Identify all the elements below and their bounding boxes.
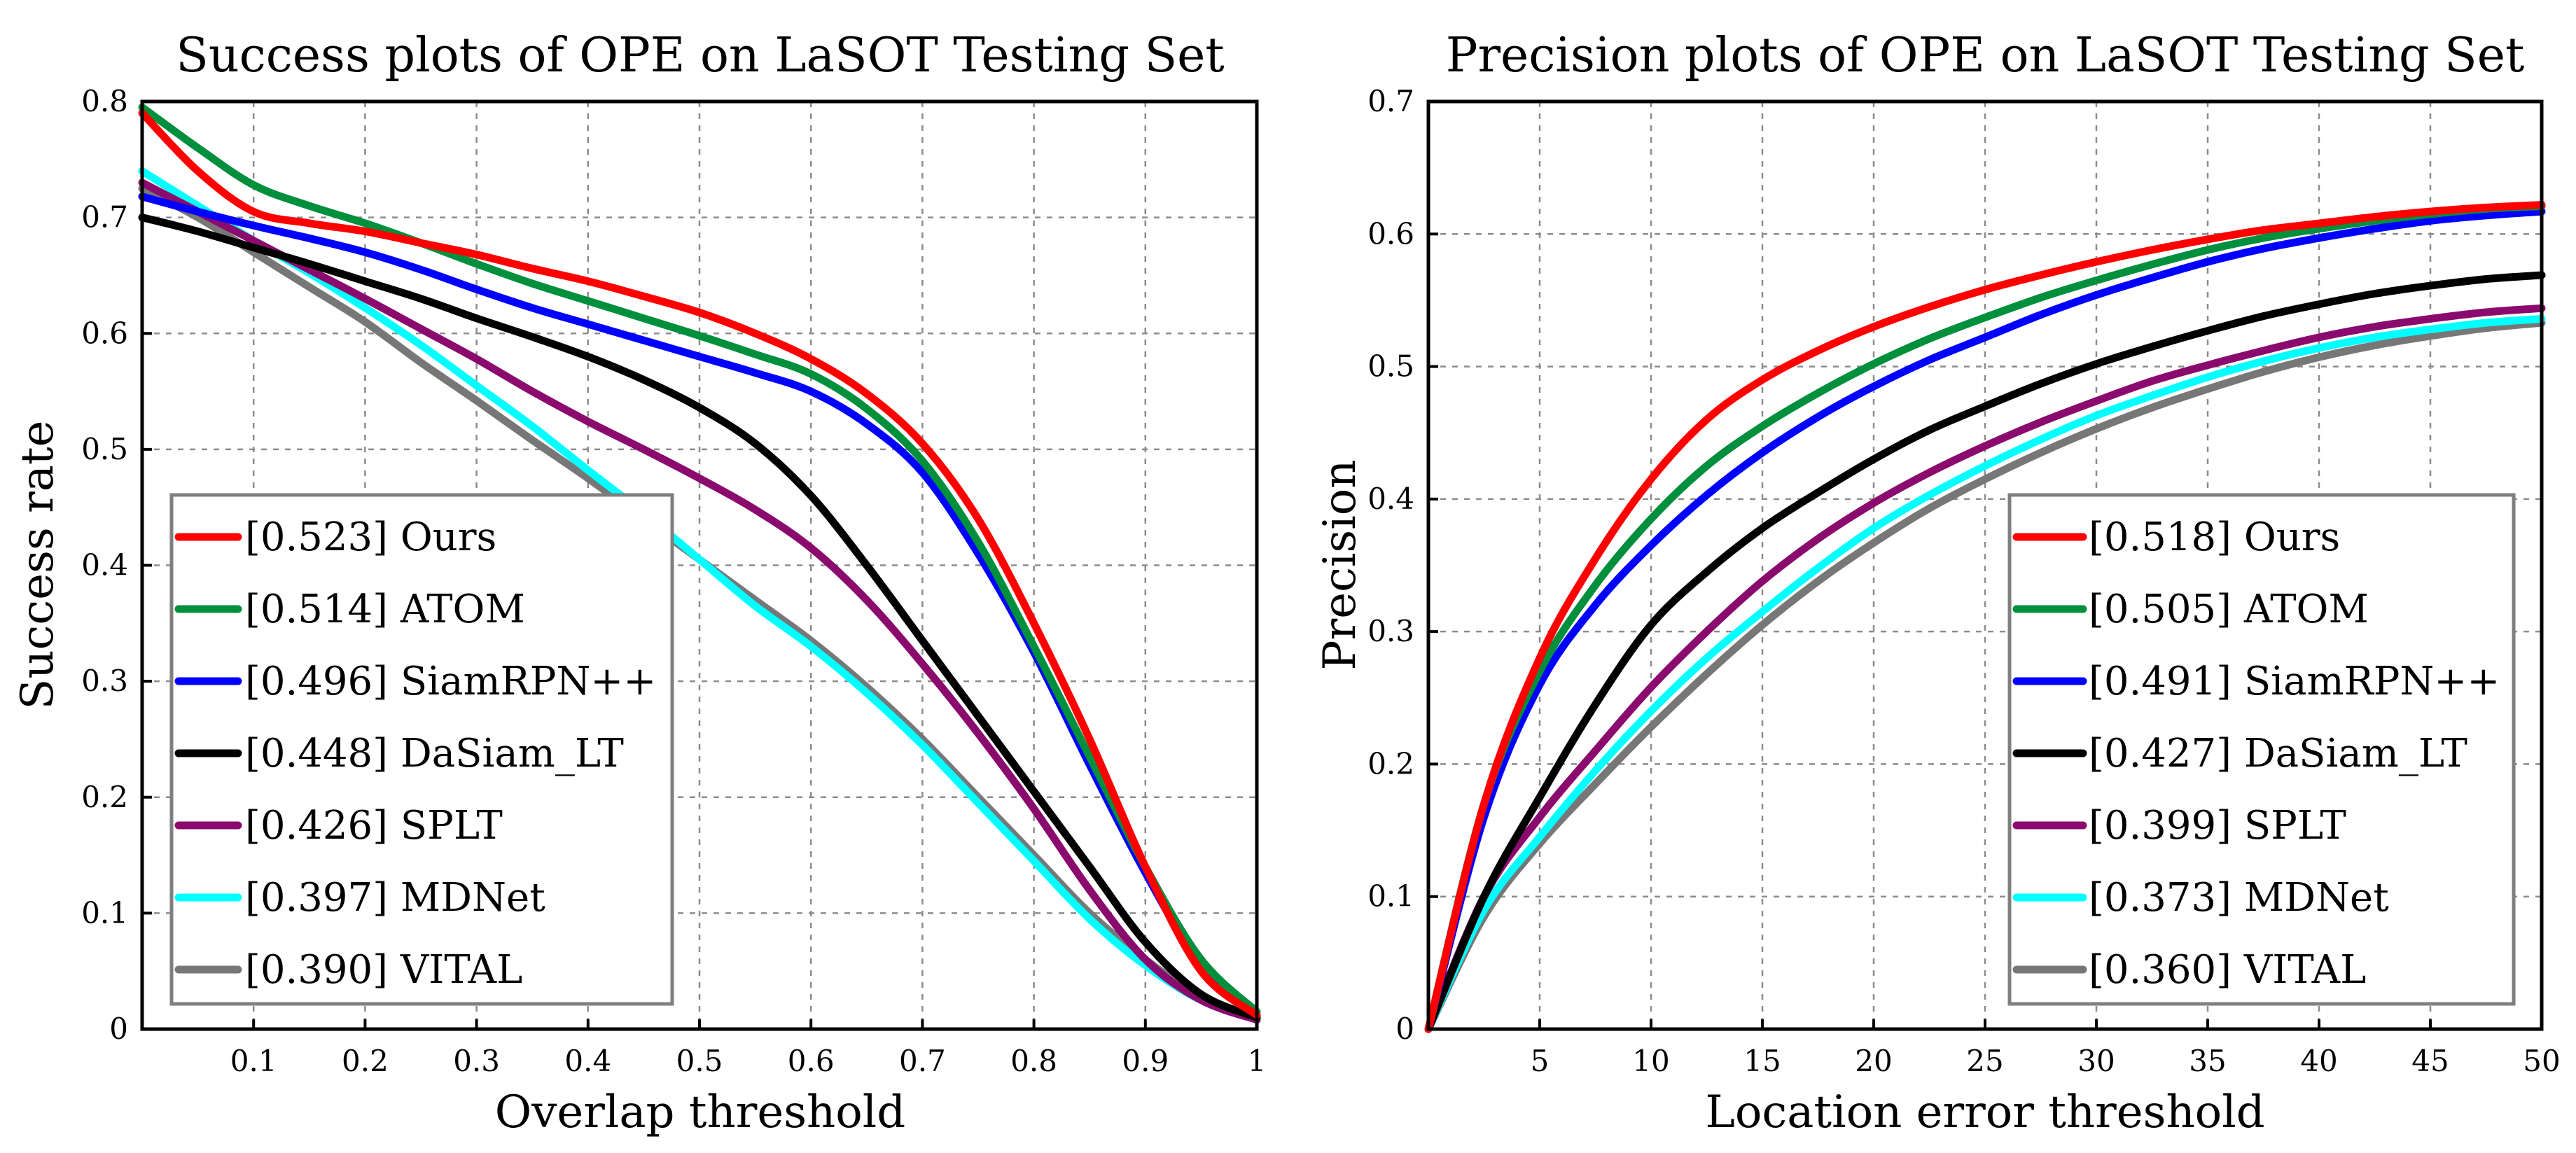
precision-plot-legend-label-mdnet: [0.373] MDNet — [2089, 875, 2389, 921]
precision-plot-y-tick-label: 0.3 — [1367, 614, 1414, 648]
precision-plot-x-tick-label: 30 — [2077, 1044, 2115, 1078]
precision-plot-x-tick-label: 25 — [1966, 1044, 2003, 1078]
precision-plot-y-tick-label: 0.6 — [1367, 216, 1414, 251]
success-plot-y-tick-label: 0.6 — [81, 316, 128, 350]
success-plot-line-mdnet — [138, 167, 1261, 1021]
precision-plot-y-tick-label: 0.2 — [1367, 746, 1414, 781]
precision-plot-legend-label-siamrpn-: [0.491] SiamRPN++ — [2089, 659, 2500, 704]
precision-plot-x-tick-label: 50 — [2523, 1044, 2560, 1078]
success-plot-x-tick-label: 0.1 — [230, 1044, 277, 1078]
success-plot-line-atom — [138, 103, 1261, 1016]
success-plot-legend-label-vital: [0.390] VITAL — [245, 947, 522, 993]
success-plot-series-lines — [138, 103, 1261, 1024]
success-plot-y-axis-label: Success rate — [12, 421, 64, 710]
success-plot-x-axis-label: Overlap threshold — [495, 1086, 905, 1138]
precision-plot-y-tick-label: 0.4 — [1367, 482, 1414, 516]
success-plot-x-tick-label: 0.2 — [342, 1044, 389, 1078]
precision-plot-line-siamrpn- — [1424, 207, 2546, 1033]
success-plot: 0.1 0.2 0.3 0.4 0.5 0.6 0.7 0.8 0.9 1 0 0.1 0.2 0.3 0.… — [12, 28, 1266, 1138]
precision-plot-legend-box — [2007, 493, 2516, 1006]
precision-plot-line-vital — [1424, 319, 2546, 1033]
success-plot-x-tick-label: 1 — [1248, 1044, 1267, 1078]
precision-plot-line-splt — [1424, 304, 2546, 1033]
precision-plot-line-atom — [1424, 202, 2546, 1033]
success-plot-y-tick-label: 0.3 — [81, 664, 128, 698]
precision-plot-x-tick-label: 45 — [2411, 1044, 2449, 1078]
success-plot-legend-label-splt: [0.426] SPLT — [245, 803, 503, 848]
precision-plot-x-tick-label: 10 — [1632, 1044, 1669, 1078]
success-plot-y-tick-label: 0.8 — [81, 84, 128, 118]
success-plot-y-tick-label: 0.5 — [81, 432, 128, 466]
precision-plot-y-tick-label: 0.1 — [1367, 879, 1414, 914]
success-plot-legend-label-atom: [0.514] ATOM — [245, 587, 525, 632]
precision-plot: 5 10 15 20 25 30 35 40 45 50 0 0.1 0.2 0.3 0.4 0.5 0.6 0.… — [1314, 28, 2561, 1138]
precision-plot-line-ours — [1424, 201, 2546, 1033]
precision-plot-y-tick-label: 0.7 — [1367, 84, 1414, 118]
success-plot-x-tick-label: 0.9 — [1122, 1044, 1169, 1078]
success-plot-legend: [0.523] Ours [0.514] ATOM [0.496] SiamRPN+… — [169, 493, 674, 1006]
success-plot-ticks: 0.1 0.2 0.3 0.4 0.5 0.6 0.7 0.8 0.9 1 0 0.1 0.2 0.3 0.… — [81, 84, 1266, 1078]
success-plot-y-tick-label: 0.7 — [81, 200, 128, 235]
precision-plot-x-tick-label: 15 — [1743, 1044, 1781, 1078]
precision-plot-line-dasiam-lt — [1424, 271, 2546, 1033]
success-plot-y-tick-label: 0.2 — [81, 780, 128, 814]
precision-plot-ticks: 5 10 15 20 25 30 35 40 45 50 0 0.1 0.2 0.3 0.4 0.5 0.6 0.… — [1367, 84, 2561, 1078]
success-plot-y-tick-label: 0 — [109, 1012, 128, 1046]
precision-plot-legend: [0.518] Ours [0.505] ATOM [0.491] SiamRPN+… — [2007, 493, 2516, 1006]
success-plot-line-splt — [138, 179, 1261, 1024]
success-plot-x-tick-label: 0.4 — [564, 1044, 611, 1078]
precision-plot-y-axis-label: Precision — [1314, 460, 1366, 671]
success-plot-x-tick-label: 0.3 — [453, 1044, 500, 1078]
precision-plot-legend-label-dasiam-lt: [0.427] DaSiam_LT — [2089, 731, 2467, 776]
success-plot-legend-label-siamrpn-: [0.496] SiamRPN++ — [245, 659, 656, 704]
precision-plot-series-lines — [1424, 201, 2546, 1033]
precision-plot-line-mdnet — [1424, 314, 2546, 1033]
precision-plot-x-tick-label: 5 — [1531, 1044, 1550, 1078]
precision-plot-legend-label-ours: [0.518] Ours — [2089, 515, 2340, 560]
success-plot-line-dasiam-lt — [138, 214, 1261, 1021]
precision-plot-y-tick-label: 0.5 — [1367, 349, 1414, 384]
success-plot-x-tick-label: 0.8 — [1010, 1044, 1057, 1078]
precision-plot-legend-label-vital: [0.360] VITAL — [2089, 947, 2366, 993]
success-plot-legend-label-dasiam-lt: [0.448] DaSiam_LT — [245, 731, 624, 776]
precision-plot-x-axis-label: Location error threshold — [1705, 1086, 2264, 1138]
success-plot-x-tick-label: 0.5 — [676, 1044, 723, 1078]
precision-plot-title: Precision plots of OPE on LaSOT Testing … — [1446, 28, 2525, 83]
success-plot-y-tick-label: 0.1 — [81, 895, 128, 930]
precision-plot-x-tick-label: 40 — [2300, 1044, 2337, 1078]
success-plot-legend-label-mdnet: [0.397] MDNet — [245, 875, 545, 921]
success-plot-y-tick-label: 0.4 — [81, 548, 128, 582]
precision-plot-x-tick-label: 35 — [2189, 1044, 2226, 1078]
precision-plot-legend-label-atom: [0.505] ATOM — [2089, 587, 2369, 632]
success-plot-line-ours — [138, 109, 1261, 1019]
success-plot-x-tick-label: 0.7 — [899, 1044, 946, 1078]
success-plot-legend-box — [169, 493, 674, 1006]
success-plot-legend-label-ours: [0.523] Ours — [245, 515, 496, 560]
success-plot-title: Success plots of OPE on LaSOT Testing Se… — [176, 28, 1224, 83]
precision-plot-legend-label-splt: [0.399] SPLT — [2089, 803, 2346, 848]
success-plot-grid — [142, 102, 1257, 1029]
precision-plot-x-tick-label: 20 — [1855, 1044, 1892, 1078]
precision-plot-y-tick-label: 0 — [1395, 1012, 1414, 1046]
success-plot-x-tick-label: 0.6 — [788, 1044, 835, 1078]
